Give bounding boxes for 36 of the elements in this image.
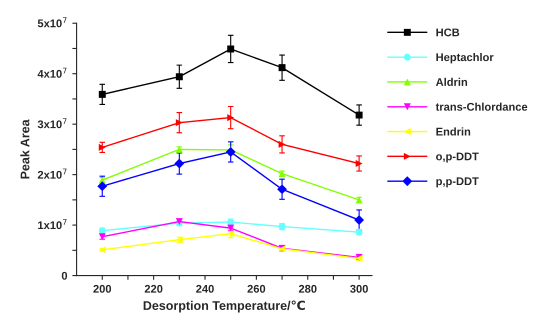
- point: [356, 160, 363, 168]
- point: [227, 114, 234, 122]
- y-tick-label: 3x10$^{7}$: [38, 118, 67, 128]
- y-tick-label: 4x10$^{7}$: [38, 68, 67, 78]
- x-axis-title: Desorption Temperature/℃: [144, 300, 305, 312]
- x-tick-label: 300: [350, 284, 368, 293]
- point: [226, 147, 236, 157]
- point: [277, 184, 287, 194]
- legend-label: Heptachlor: [436, 52, 494, 64]
- legend-label: Endrin: [436, 127, 470, 136]
- x-tick-label: 200: [93, 284, 112, 293]
- point: [278, 64, 286, 72]
- point: [97, 181, 108, 192]
- point: [174, 158, 184, 168]
- legend-label: trans-Chlordance: [436, 102, 528, 111]
- legend-label: p,p-DDT: [436, 177, 479, 188]
- y-axis-title: Peak Area: [20, 119, 30, 179]
- legend-label: Aldrin: [436, 78, 468, 86]
- x-tick-label: 240: [196, 284, 214, 293]
- x-tick-label: 260: [247, 284, 266, 293]
- point: [98, 144, 106, 151]
- y-tick-label: 2x10$^{7}$: [38, 168, 67, 179]
- point: [176, 73, 183, 80]
- point: [354, 215, 364, 225]
- legend-label: HCB: [436, 28, 460, 36]
- point: [278, 140, 286, 148]
- x-tick-label: 280: [298, 284, 317, 293]
- legend-label: o,p-DDT: [436, 152, 479, 163]
- point: [356, 112, 363, 119]
- y-tick-label: 5x10$^{7}$: [38, 17, 67, 28]
- point: [98, 90, 106, 98]
- point: [227, 46, 234, 52]
- y-tick-label: 0: [62, 272, 68, 280]
- point: [176, 119, 183, 126]
- y-tick-label: 1x10$^{7}$: [38, 219, 67, 230]
- x-tick-label: 220: [144, 284, 162, 293]
